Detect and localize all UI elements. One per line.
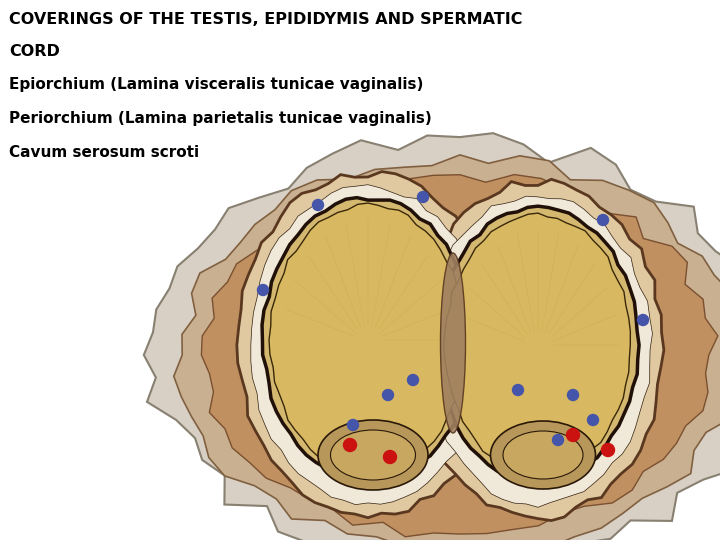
PathPatch shape: [424, 196, 652, 507]
PathPatch shape: [444, 213, 630, 476]
PathPatch shape: [237, 172, 500, 518]
Ellipse shape: [330, 430, 415, 480]
Text: CORD: CORD: [9, 44, 60, 59]
Circle shape: [418, 192, 428, 202]
Circle shape: [637, 314, 649, 326]
PathPatch shape: [262, 198, 472, 483]
Text: COVERINGS OF THE TESTIS, EPIDIDYMIS AND SPERMATIC: COVERINGS OF THE TESTIS, EPIDIDYMIS AND …: [9, 12, 523, 27]
PathPatch shape: [269, 203, 467, 474]
Ellipse shape: [441, 253, 466, 433]
Ellipse shape: [490, 421, 595, 489]
Circle shape: [408, 375, 418, 386]
Text: Periorchium (Lamina parietalis tunicae vaginalis): Periorchium (Lamina parietalis tunicae v…: [9, 111, 432, 126]
Circle shape: [567, 389, 578, 401]
Circle shape: [258, 285, 269, 295]
Circle shape: [384, 450, 397, 463]
PathPatch shape: [411, 179, 664, 521]
Circle shape: [552, 435, 564, 446]
PathPatch shape: [174, 155, 720, 540]
Circle shape: [513, 384, 523, 395]
Text: Cavum serosum scroti: Cavum serosum scroti: [9, 145, 199, 160]
Circle shape: [348, 420, 359, 430]
PathPatch shape: [144, 133, 720, 540]
Circle shape: [567, 429, 580, 442]
Circle shape: [598, 214, 608, 226]
PathPatch shape: [438, 206, 639, 484]
PathPatch shape: [202, 174, 718, 537]
Circle shape: [601, 443, 614, 456]
Ellipse shape: [318, 420, 428, 490]
Ellipse shape: [503, 431, 583, 479]
PathPatch shape: [251, 185, 485, 505]
Circle shape: [312, 199, 323, 211]
Circle shape: [588, 415, 598, 426]
Text: Epiorchium (Lamina visceralis tunicae vaginalis): Epiorchium (Lamina visceralis tunicae va…: [9, 77, 424, 92]
Circle shape: [382, 389, 394, 401]
Circle shape: [343, 438, 356, 451]
